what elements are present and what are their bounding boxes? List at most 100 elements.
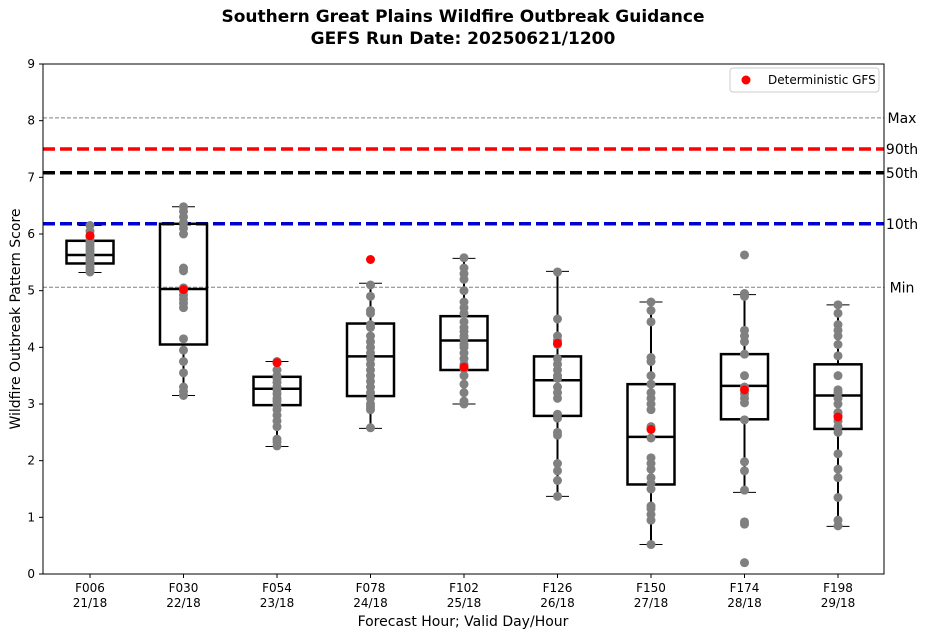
deterministic-gfs-point: [646, 425, 656, 434]
ensemble-member-point: [179, 382, 188, 392]
chart-subtitle: GEFS Run Date: 20250621/1200: [311, 29, 616, 49]
ensemble-member-point: [833, 308, 843, 318]
ensemble-member-point: [646, 306, 656, 315]
x-axis-label: Forecast Hour; Valid Day/Hour: [358, 614, 569, 630]
y-tick-label: 8: [27, 114, 35, 128]
ensemble-member-point: [740, 371, 749, 381]
ensemble-member-point: [740, 466, 749, 476]
ensemble-member-point: [646, 473, 656, 483]
ensemble-member-point: [179, 202, 188, 212]
ensemble-member-point: [646, 371, 656, 381]
ensemble-member-point: [740, 457, 749, 467]
ensemble-member-point: [179, 345, 188, 355]
ensemble-member-point: [553, 314, 562, 324]
deterministic-gfs-point: [179, 285, 188, 295]
ensemble-member-point: [272, 365, 282, 375]
ensemble-member-point: [553, 476, 562, 485]
x-tick-valid-label: 29/18: [821, 596, 856, 610]
y-tick-label: 9: [27, 57, 35, 71]
ensemble-member-point: [459, 379, 469, 389]
ensemble-member-point: [553, 331, 562, 341]
y-tick-label: 5: [27, 284, 35, 298]
x-tick-valid-label: 27/18: [634, 596, 669, 610]
x-tick-valid-label: 25/18: [447, 596, 482, 610]
ensemble-member-point: [646, 317, 656, 327]
x-tick-valid-label: 28/18: [727, 596, 762, 610]
ensemble-member-point: [833, 371, 843, 381]
ensemble-member-point: [646, 540, 656, 550]
ensemble-member-point: [366, 306, 375, 315]
ensemble-member-point: [833, 464, 843, 474]
deterministic-gfs-point: [272, 358, 282, 368]
ensemble-member-point: [553, 382, 562, 392]
ensemble-member-point: [740, 558, 749, 568]
ensemble-member-point: [833, 340, 843, 349]
legend: Deterministic GFS: [729, 67, 880, 93]
ensemble-member-point: [179, 368, 188, 378]
reference-label-90th: 90th: [886, 142, 918, 158]
ensemble-member-point: [740, 349, 749, 359]
ensemble-member-point: [459, 253, 469, 263]
y-axis-label: Wildfire Outbreak Pattern Score: [8, 208, 24, 429]
ensemble-member-point: [833, 473, 843, 483]
deterministic-gfs-points: [85, 231, 843, 434]
ensemble-member-point: [646, 453, 656, 463]
ensemble-member-point: [833, 351, 843, 361]
ensemble-member-point: [179, 263, 188, 273]
deterministic-gfs-point: [740, 385, 749, 395]
ensemble-member-point: [179, 334, 188, 344]
x-tick-valid-label: 26/18: [540, 596, 575, 610]
y-tick-label: 6: [27, 227, 35, 241]
ensemble-member-point: [646, 297, 656, 307]
legend-gfs-marker: [741, 75, 751, 85]
x-tick-hour-label: F054: [262, 581, 292, 595]
ensemble-member-point: [833, 493, 843, 502]
ensemble-member-point: [646, 433, 656, 443]
ensemble-member-point: [740, 415, 749, 425]
y-tick-label: 2: [27, 454, 35, 468]
ensemble-member-point: [833, 300, 843, 310]
ensemble-member-point: [459, 317, 469, 327]
ensemble-member-point: [459, 297, 469, 307]
deterministic-gfs-point: [85, 231, 95, 241]
ensemble-member-point: [553, 354, 562, 364]
ensemble-member-point: [366, 320, 375, 330]
ensemble-member-point: [833, 320, 843, 330]
ensemble-member-point: [459, 371, 469, 381]
ensemble-member-point: [459, 263, 469, 273]
reference-label-max: Max: [888, 111, 917, 127]
deterministic-gfs-point: [553, 338, 562, 348]
x-tick-hour-label: F030: [169, 581, 199, 595]
x-tick-valid-label: 22/18: [166, 596, 201, 610]
chart-title: Southern Great Plains Wildfire Outbreak …: [222, 7, 705, 27]
ensemble-member-point: [740, 325, 749, 335]
ensemble-member-point: [646, 501, 656, 511]
deterministic-gfs-point: [366, 255, 375, 264]
y-tick-label: 4: [27, 340, 35, 354]
ensemble-member-point: [553, 409, 562, 419]
y-tick-label: 0: [27, 567, 35, 581]
deterministic-gfs-point: [459, 362, 469, 372]
x-tick-hour-label: F198: [823, 581, 853, 595]
ensemble-member-point: [553, 466, 562, 476]
ensemble-member-point: [459, 286, 469, 296]
ensemble-member-point: [459, 388, 469, 398]
x-tick-hour-label: F150: [636, 581, 666, 595]
y-axis-ticks: 0 1 2 3 4 5 6 7 8 9: [27, 57, 43, 581]
y-tick-label: 7: [27, 170, 35, 184]
ensemble-member-point: [179, 357, 188, 366]
x-tick-hour-label: F006: [75, 581, 105, 595]
ensemble-member-point: [366, 423, 375, 433]
ensemble-member-point: [833, 385, 843, 395]
ensemble-member-point: [740, 517, 749, 527]
legend-gfs-label: Deterministic GFS: [768, 73, 876, 87]
ensemble-member-point: [646, 353, 656, 363]
reference-label-min: Min: [890, 280, 915, 296]
ensemble-member-point: [740, 289, 749, 298]
ensemble-member-point: [366, 280, 375, 290]
deterministic-gfs-point: [833, 412, 843, 422]
ensemble-member-point: [272, 434, 282, 444]
x-tick-valid-label: 24/18: [353, 596, 388, 610]
